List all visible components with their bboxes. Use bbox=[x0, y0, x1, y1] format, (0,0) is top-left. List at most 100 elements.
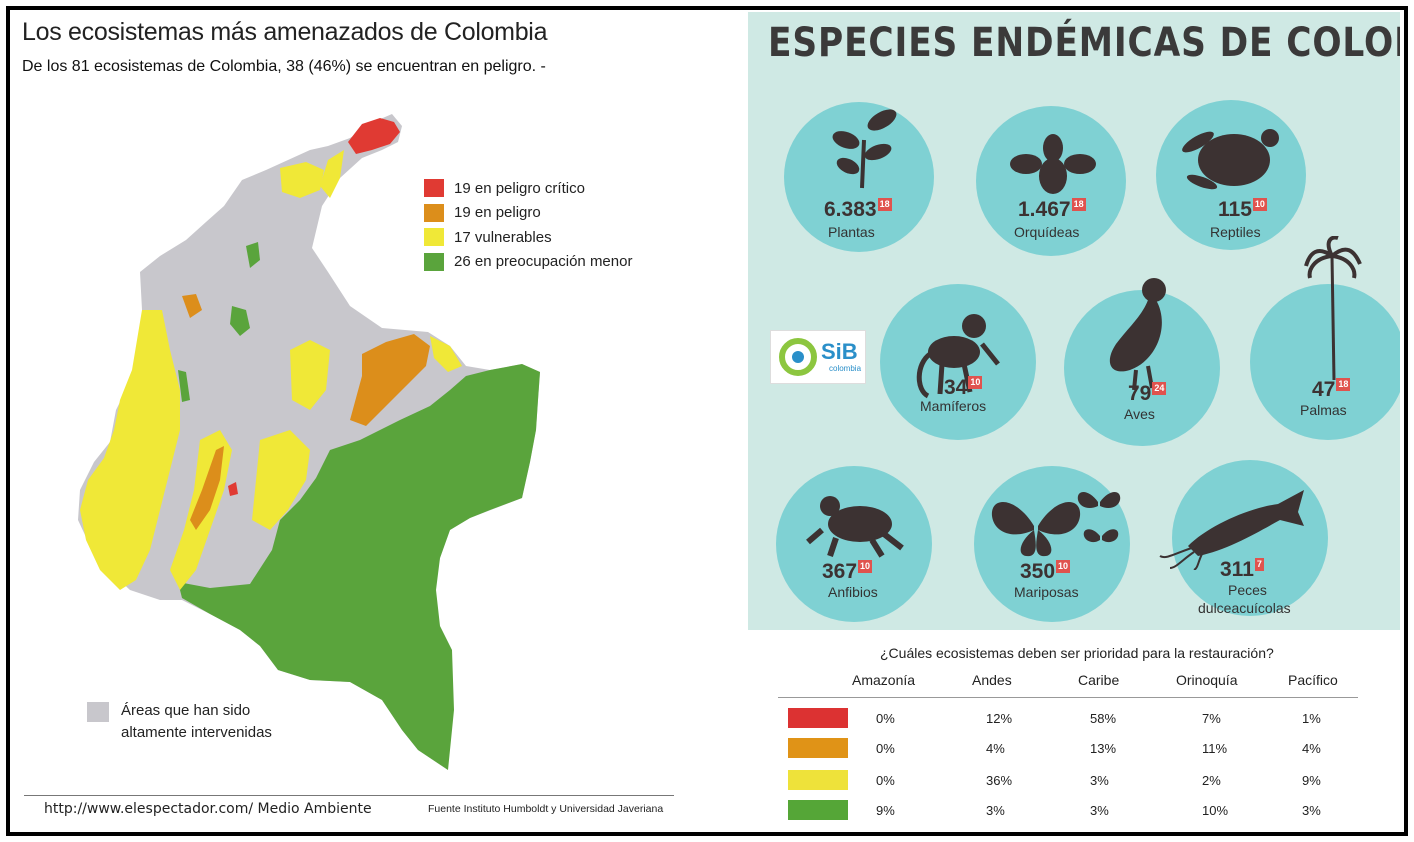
species-label-amphibians: Anfibios bbox=[828, 584, 878, 600]
legend-swatch-critical bbox=[424, 179, 444, 198]
map-orange-andes bbox=[190, 446, 224, 530]
map-orange-llanos bbox=[350, 334, 430, 426]
sib-logo-icon bbox=[779, 338, 817, 376]
map-subtitle: De los 81 ecosistemas de Colombia, 38 (4… bbox=[22, 58, 546, 75]
source-credit: Fuente Instituto Humboldt y Universidad … bbox=[428, 803, 664, 815]
endemic-species-panel: ESPECIES ENDÉMICAS DE COLOMBIA SiB colom… bbox=[748, 12, 1400, 630]
column-header-amazonia: Amazonía bbox=[852, 672, 916, 688]
table-cell: 13% bbox=[1090, 741, 1117, 756]
species-count-plants: 6.383 18 bbox=[824, 198, 892, 222]
species-count-palms: 47 18 bbox=[1312, 378, 1351, 402]
table-cell: 4% bbox=[986, 741, 1005, 756]
map-yellow-orinoquia bbox=[430, 336, 462, 372]
table-cell: 7% bbox=[1202, 711, 1221, 726]
species-label-mammals: Mamíferos bbox=[920, 398, 987, 414]
map-green-patch-1 bbox=[230, 306, 250, 336]
table-cell: 3% bbox=[1302, 803, 1321, 818]
legend-swatch-vulnerable bbox=[424, 228, 444, 247]
footer-divider bbox=[24, 795, 674, 796]
bird-icon bbox=[1109, 278, 1166, 391]
table-cell: 11% bbox=[1202, 741, 1228, 756]
table-cell: 4% bbox=[1302, 741, 1321, 756]
species-count-value: 115 bbox=[1218, 198, 1252, 221]
species-badge: 18 bbox=[1071, 198, 1086, 211]
species-badge: 18 bbox=[1336, 378, 1351, 391]
table-cell: 1% bbox=[1302, 711, 1321, 726]
fish-icon bbox=[1159, 490, 1304, 570]
table-cell: 3% bbox=[986, 803, 1005, 818]
species-count-value: 79 bbox=[1128, 382, 1152, 405]
table-cell: 0% bbox=[876, 711, 895, 726]
species-count-value: 311 bbox=[1220, 558, 1254, 581]
species-badge: 10 bbox=[1252, 198, 1267, 211]
table-cell: 0% bbox=[876, 773, 895, 788]
species-count-fish: 311 7 bbox=[1220, 558, 1264, 582]
map-yellow-andes-2 bbox=[252, 430, 310, 530]
legend-swatch-intervened bbox=[87, 702, 109, 722]
species-circle-palms bbox=[1250, 284, 1400, 440]
ecosystem-map-panel: Los ecosistemas más amenazados de Colomb… bbox=[10, 10, 700, 832]
species-count-value: 47 bbox=[1312, 378, 1336, 401]
species-label-plants: Plantas bbox=[828, 224, 875, 240]
species-label-palms: Palmas bbox=[1300, 402, 1347, 418]
map-yellow-pacific bbox=[80, 310, 180, 590]
map-red-guajira bbox=[348, 118, 400, 154]
row-swatch-endangered bbox=[788, 738, 848, 758]
table-cell: 9% bbox=[1302, 773, 1321, 788]
legend-swatch-endangered bbox=[424, 203, 444, 222]
species-badge: 7 bbox=[1254, 558, 1264, 571]
infographic-frame: Los ecosistemas más amenazados de Colomb… bbox=[6, 6, 1408, 836]
row-swatch-vulnerable bbox=[788, 770, 848, 790]
palm-icon bbox=[1304, 236, 1362, 381]
legend-label: 26 en preocupación menor bbox=[454, 253, 633, 271]
row-swatch-critical bbox=[788, 708, 848, 728]
species-badge: 10 bbox=[1056, 560, 1071, 573]
grey-areas-legend: Áreas que han sido altamente intervenida… bbox=[87, 700, 272, 744]
sib-logo-sub: colombia bbox=[829, 364, 862, 373]
table-cell: 3% bbox=[1090, 803, 1109, 818]
frog-icon bbox=[806, 496, 904, 558]
map-green-region-east bbox=[178, 364, 540, 770]
map-title: Los ecosistemas más amenazados de Colomb… bbox=[22, 18, 548, 46]
legend-label: 19 en peligro crítico bbox=[454, 179, 585, 197]
butterfly-icon bbox=[991, 492, 1121, 557]
species-count-orchids: 1.467 18 bbox=[1018, 198, 1086, 222]
table-cell: 58% bbox=[1090, 711, 1117, 726]
species-count-value: 1.467 bbox=[1018, 198, 1071, 221]
species-label-reptiles: Reptiles bbox=[1210, 224, 1261, 240]
legend-item-least-concern: 26 en preocupación menor bbox=[424, 250, 632, 275]
species-count-value: 34 bbox=[944, 376, 968, 399]
species-label-fish-line1: Peces bbox=[1228, 582, 1267, 598]
column-header-orinoquia: Orinoquía bbox=[1176, 672, 1238, 688]
legend-label: 17 vulnerables bbox=[454, 228, 552, 246]
species-badge: 18 bbox=[877, 198, 892, 211]
restoration-question: ¿Cuáles ecosistemas deben ser prioridad … bbox=[880, 645, 1274, 661]
column-header-caribe: Caribe bbox=[1078, 672, 1120, 688]
table-cell: 9% bbox=[876, 803, 895, 818]
map-green-patch-2 bbox=[246, 242, 260, 268]
map-green-patch-3 bbox=[178, 370, 190, 402]
species-count-amphibians: 367 10 bbox=[822, 560, 873, 584]
species-circle-plants bbox=[784, 102, 934, 252]
table-cell: 12% bbox=[986, 711, 1013, 726]
sib-logo-name: SiB bbox=[821, 339, 858, 364]
row-swatch-least-concern bbox=[788, 800, 848, 820]
species-label-fish-line2: dulceacuícolas bbox=[1198, 600, 1291, 616]
species-label-birds: Aves bbox=[1124, 406, 1155, 422]
species-label-butterflies: Mariposas bbox=[1014, 584, 1079, 600]
species-label-orchids: Orquídeas bbox=[1014, 224, 1080, 240]
table-cell: 3% bbox=[1090, 773, 1109, 788]
map-yellow-northeast bbox=[320, 150, 344, 198]
colombia-map bbox=[78, 114, 540, 770]
sib-colombia-logo: SiB colombia bbox=[770, 330, 866, 384]
legend-item-vulnerable: 17 vulnerables bbox=[424, 225, 632, 250]
species-circle-amphibians bbox=[776, 466, 932, 622]
map-legend: 19 en peligro crítico 19 en peligro 17 v… bbox=[424, 176, 632, 274]
species-count-value: 350 bbox=[1020, 560, 1056, 583]
species-badge: 10 bbox=[858, 560, 873, 573]
species-circle-butterflies bbox=[974, 466, 1130, 622]
table-cell: 2% bbox=[1202, 773, 1221, 788]
monkey-icon bbox=[916, 314, 1000, 399]
legend-item-critical: 19 en peligro crítico bbox=[424, 176, 632, 201]
species-count-value: 367 bbox=[822, 560, 858, 583]
